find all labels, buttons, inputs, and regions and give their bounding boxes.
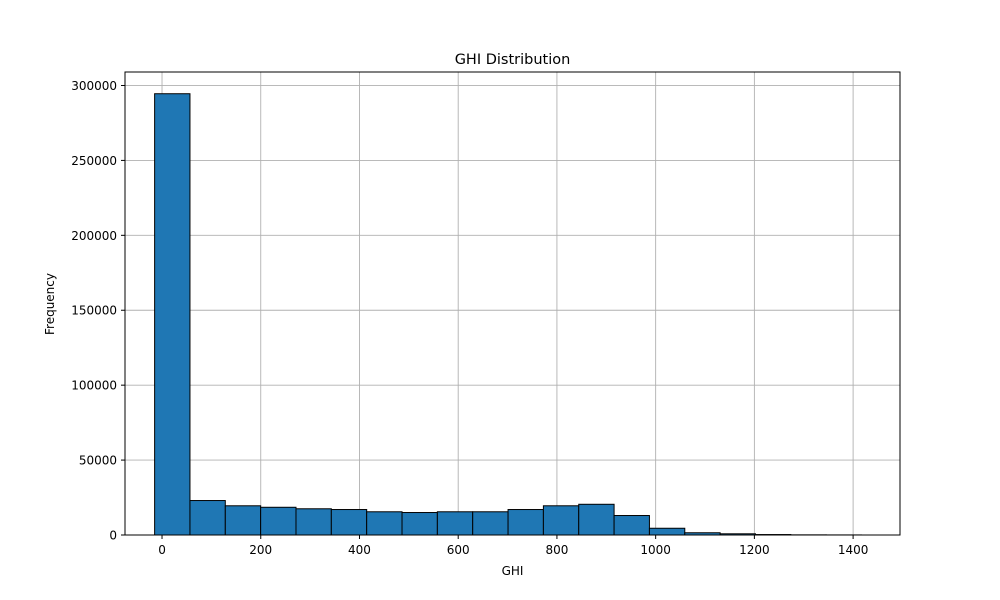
- histogram-bars: [154, 93, 862, 536]
- histogram-bar: [260, 506, 297, 536]
- x-tick-label: 1200: [739, 543, 770, 557]
- x-axis-ticks: 0 200 400 600 800 1000 1200 1400: [158, 535, 868, 557]
- histogram-bar: [648, 527, 686, 536]
- histogram-bar: [401, 512, 438, 536]
- x-tick-label: 1000: [640, 543, 671, 557]
- histogram-bar: [189, 500, 226, 536]
- y-axis-label: Frequency: [43, 273, 57, 335]
- y-tick-label: 50000: [79, 454, 117, 468]
- y-tick-label: 200000: [71, 229, 117, 243]
- y-tick-label: 150000: [71, 304, 117, 318]
- y-tick-label: 300000: [71, 79, 117, 93]
- histogram-bar: [472, 511, 509, 536]
- x-tick-label: 800: [545, 543, 568, 557]
- plot-area-frame: [124, 71, 901, 536]
- histogram-bar: [295, 508, 332, 536]
- histogram-bar: [578, 503, 615, 536]
- histogram-bar: [366, 511, 403, 536]
- y-tick-label: 100000: [71, 379, 117, 393]
- histogram-bar: [154, 93, 191, 536]
- x-axis-label: GHI: [502, 564, 524, 578]
- x-tick-label: 0: [158, 543, 166, 557]
- x-tick-label: 600: [447, 543, 470, 557]
- histogram-bar: [542, 505, 580, 536]
- histogram-bar: [436, 511, 474, 536]
- x-tick-label: 200: [249, 543, 272, 557]
- histogram-bar: [507, 509, 544, 536]
- x-tick-label: 1400: [838, 543, 869, 557]
- y-axis-ticks: 0 50000 100000 150000 200000 250000 300000: [71, 79, 125, 543]
- y-tick-label: 250000: [71, 154, 117, 168]
- x-tick-label: 400: [348, 543, 371, 557]
- histogram-bar: [224, 505, 262, 536]
- y-tick-label: 0: [109, 529, 117, 543]
- grid-lines: [125, 72, 900, 536]
- histogram-bar: [330, 509, 368, 536]
- chart-title: GHI Distribution: [455, 52, 571, 68]
- histogram-bar: [613, 515, 650, 536]
